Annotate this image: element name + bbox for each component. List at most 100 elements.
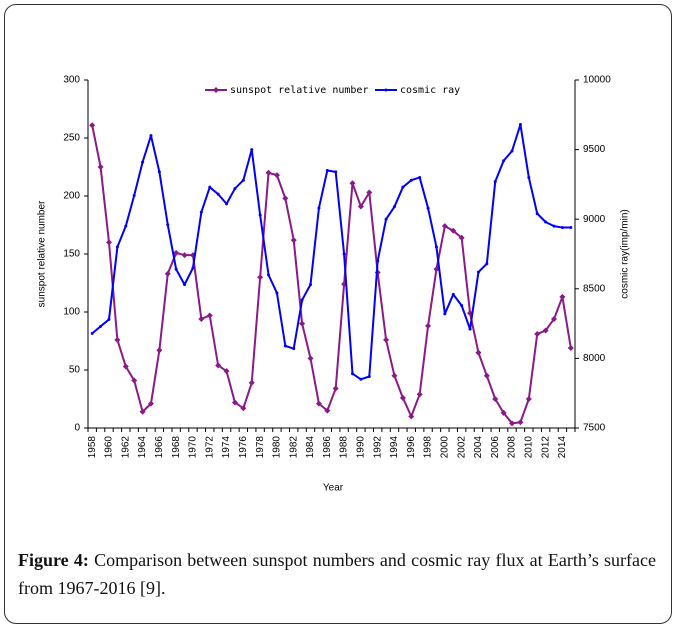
data-point <box>300 298 304 302</box>
caption-text: Comparison between sunspot numbers and c… <box>18 550 657 598</box>
legend-label: cosmic ray <box>400 85 460 96</box>
data-point <box>334 170 338 174</box>
data-point <box>174 267 178 271</box>
data-point <box>349 180 356 187</box>
data-point <box>183 283 187 287</box>
x-tick-label: 2000 <box>439 436 450 459</box>
data-point <box>225 202 229 206</box>
data-point <box>206 312 213 319</box>
data-point <box>342 252 346 256</box>
y-tick-label: 50 <box>69 365 81 376</box>
data-point <box>164 270 171 277</box>
data-point <box>399 394 406 401</box>
y-tick-label: 300 <box>63 75 80 86</box>
data-point <box>392 205 396 209</box>
x-tick-label: 1998 <box>423 436 434 459</box>
x-tick-label: 1960 <box>104 436 115 459</box>
data-point <box>535 212 539 216</box>
data-point <box>149 134 153 138</box>
data-point <box>191 266 195 270</box>
data-point <box>147 400 154 407</box>
y2-tick-label: 10000 <box>583 75 611 86</box>
data-point <box>223 368 230 375</box>
data-point <box>324 407 331 414</box>
legend-label: sunspot relative number <box>230 85 368 96</box>
chart: Year sunspot relative number cosmic ray(… <box>37 75 631 494</box>
data-point <box>325 168 329 172</box>
x-tick-label: 1992 <box>372 436 383 459</box>
data-point <box>518 123 522 127</box>
data-point <box>124 224 128 228</box>
data-point <box>426 206 430 210</box>
data-point <box>567 344 574 351</box>
x-tick-label: 1964 <box>137 436 148 459</box>
y-tick-label: 0 <box>74 423 80 434</box>
y2-axis-title: cosmic ray(imp/min) <box>620 209 631 298</box>
data-point <box>384 217 388 221</box>
data-point <box>359 377 363 381</box>
data-point <box>166 223 170 227</box>
data-point <box>290 237 297 244</box>
data-point <box>367 374 371 378</box>
data-point <box>233 187 237 191</box>
x-tick-label: 1966 <box>154 436 165 459</box>
data-point <box>317 206 321 210</box>
data-point <box>534 331 541 338</box>
data-point <box>492 396 499 402</box>
data-point <box>408 413 415 420</box>
y-tick-label: 200 <box>63 191 80 202</box>
caption-label: Figure 4: <box>18 550 89 570</box>
x-tick-label: 1980 <box>272 436 283 459</box>
data-point <box>275 291 279 295</box>
x-tick-label: 1972 <box>204 436 215 459</box>
y-tick-label: 150 <box>63 249 80 260</box>
data-point <box>299 320 306 327</box>
data-point <box>433 266 440 273</box>
data-point <box>332 385 339 392</box>
y2-tick-label: 8000 <box>583 353 606 364</box>
x-tick-label: 1984 <box>305 436 316 459</box>
x-tick-label: 1982 <box>288 436 299 459</box>
x-tick-label: 1990 <box>356 436 367 459</box>
data-point <box>248 379 255 386</box>
data-point <box>476 270 480 274</box>
data-point <box>240 405 247 412</box>
data-point <box>450 227 457 234</box>
data-point <box>90 331 94 335</box>
data-point <box>544 220 548 224</box>
y2-tick-label: 8500 <box>583 283 606 294</box>
x-tick-label: 1988 <box>339 436 350 459</box>
data-point <box>282 195 289 202</box>
data-point <box>156 347 163 354</box>
data-point <box>500 409 507 416</box>
data-point <box>309 283 313 287</box>
data-point <box>458 234 465 241</box>
data-point <box>215 362 222 369</box>
x-tick-label: 1994 <box>389 436 400 459</box>
data-point <box>131 377 138 384</box>
data-point <box>97 164 104 170</box>
figure-frame <box>4 4 672 624</box>
data-point <box>265 169 272 176</box>
data-point <box>208 185 212 189</box>
data-point <box>267 273 271 277</box>
data-point <box>376 259 380 263</box>
data-point <box>483 372 490 379</box>
x-tick-label: 1978 <box>255 436 266 459</box>
x-tick-label: 1958 <box>87 436 98 459</box>
y-axis-title: sunspot relative number <box>37 200 48 307</box>
x-tick-label: 1970 <box>188 436 199 459</box>
series-line <box>91 125 572 425</box>
data-point <box>542 327 549 334</box>
data-point <box>366 189 373 196</box>
data-point <box>443 312 447 316</box>
x-tick-label: 1968 <box>171 436 182 459</box>
data-point <box>559 293 566 300</box>
x-tick-label: 2012 <box>540 436 551 459</box>
data-point <box>510 149 514 153</box>
x-tick-label: 2004 <box>473 436 484 459</box>
data-point <box>493 180 497 184</box>
data-point <box>198 315 205 322</box>
data-point <box>509 420 516 427</box>
data-point <box>560 226 564 230</box>
